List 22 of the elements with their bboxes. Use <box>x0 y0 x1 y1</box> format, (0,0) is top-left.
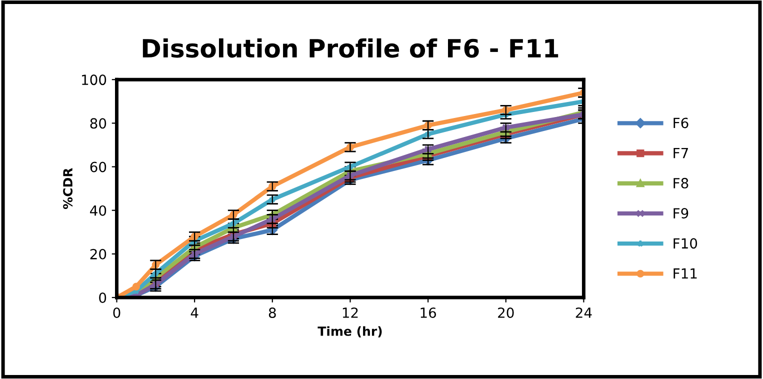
legend-label: F11 <box>674 268 697 279</box>
x-axis-title: Time (hr) <box>318 326 382 338</box>
x-tick-label: 4 <box>190 308 198 318</box>
x-tick-label: 16 <box>420 307 436 318</box>
chart-title: Dissolution Profile of F6 - F11 <box>142 38 558 58</box>
legend-label: F9 <box>674 208 688 219</box>
x-tick-label: 20 <box>498 307 514 318</box>
y-tick-label: 100 <box>82 74 106 86</box>
x-tick-label: 24 <box>576 307 592 318</box>
legend-label: F7 <box>674 148 688 158</box>
legend-label: F6 <box>674 118 688 128</box>
y-tick-label: 60 <box>90 162 106 172</box>
y-tick-label: 40 <box>90 205 106 216</box>
x-tick-label: 12 <box>342 307 358 318</box>
legend-label: F8 <box>674 178 688 188</box>
legend-label: F10 <box>674 238 698 249</box>
x-tick-label: 8 <box>268 307 276 318</box>
y-axis-title: %CDR <box>63 168 73 209</box>
x-tick-label: 0 <box>113 307 120 318</box>
y-tick-label: 0 <box>99 292 106 303</box>
y-tick-label: 80 <box>90 118 106 129</box>
y-tick-label: 20 <box>90 248 106 260</box>
